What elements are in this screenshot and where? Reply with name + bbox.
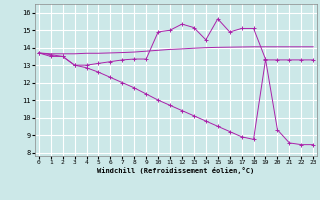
X-axis label: Windchill (Refroidissement éolien,°C): Windchill (Refroidissement éolien,°C) [97, 167, 255, 174]
